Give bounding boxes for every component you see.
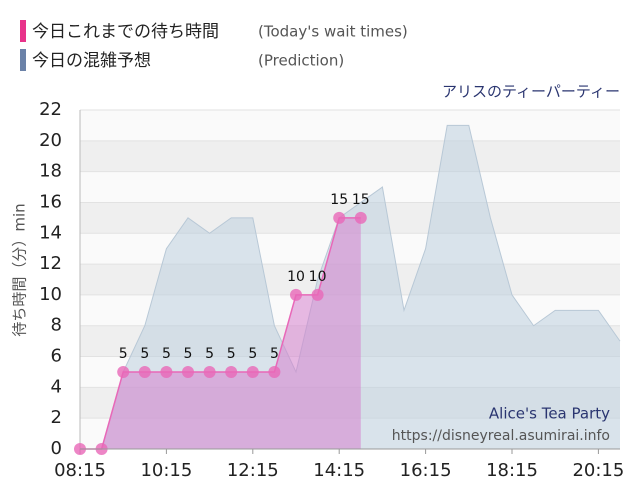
data-label: 10 [287, 269, 305, 285]
legend-swatch [20, 49, 26, 71]
data-label: 5 [248, 346, 257, 362]
x-tick-label: 20:15 [572, 460, 624, 481]
point [117, 365, 130, 378]
point [290, 288, 302, 301]
legend-swatch [20, 20, 26, 42]
point [333, 211, 346, 224]
x-tick-label: 10:15 [140, 460, 192, 481]
point [182, 365, 194, 378]
legend-note: (Today's wait times) [258, 23, 408, 41]
y-tick-label: 8 [51, 315, 62, 336]
y-tick-label: 22 [39, 99, 62, 120]
y-tick-label: 12 [39, 253, 62, 274]
series-line [80, 124, 621, 450]
x-tick-label: 14:15 [313, 460, 365, 481]
point [138, 365, 151, 378]
point [160, 365, 173, 378]
data-label: 5 [227, 346, 236, 362]
x-tick-label: 08:15 [54, 460, 106, 481]
data-label: 5 [140, 346, 149, 362]
legend-note: (Prediction) [258, 52, 344, 70]
point [203, 365, 216, 378]
legend-label: 今日の混雑予想 [32, 51, 151, 71]
y-tick-label: 0 [51, 438, 62, 459]
y-tick-label: 18 [39, 161, 62, 182]
point [246, 365, 259, 378]
y-tick-label: 20 [39, 130, 62, 151]
data-label: 15 [330, 192, 348, 208]
point [354, 211, 367, 224]
y-tick-label: 2 [51, 407, 62, 428]
annotation: Alice's Tea Party [489, 405, 610, 423]
point [311, 288, 324, 301]
point [268, 365, 281, 378]
data-label: 5 [184, 346, 193, 362]
x-tick-label: 12:15 [227, 460, 279, 481]
data-label: 5 [162, 346, 171, 362]
source: https://disneyreal.asumirai.info [392, 428, 610, 444]
x-tick-label: 18:15 [486, 460, 538, 481]
y-tick-label: 6 [51, 346, 62, 367]
y-axis-label: 待ち時間（分）min [11, 203, 29, 336]
point [225, 365, 238, 378]
data-label: 5 [270, 346, 279, 362]
y-tick-label: 10 [39, 284, 62, 305]
legend-label: 今日これまでの待ち時間 [32, 22, 219, 42]
data-label: 5 [119, 346, 128, 362]
data-label: 5 [205, 346, 214, 362]
y-tick-label: 4 [51, 376, 62, 397]
data-label: 15 [352, 192, 370, 208]
chart-title: アリスのティーパーティー [442, 83, 620, 101]
grid-band [80, 140, 620, 172]
y-tick-label: 16 [39, 191, 62, 212]
y-tick-label: 14 [39, 222, 62, 243]
area [80, 217, 361, 449]
data-label: 10 [309, 269, 327, 285]
x-tick-label: 16:15 [400, 460, 452, 481]
